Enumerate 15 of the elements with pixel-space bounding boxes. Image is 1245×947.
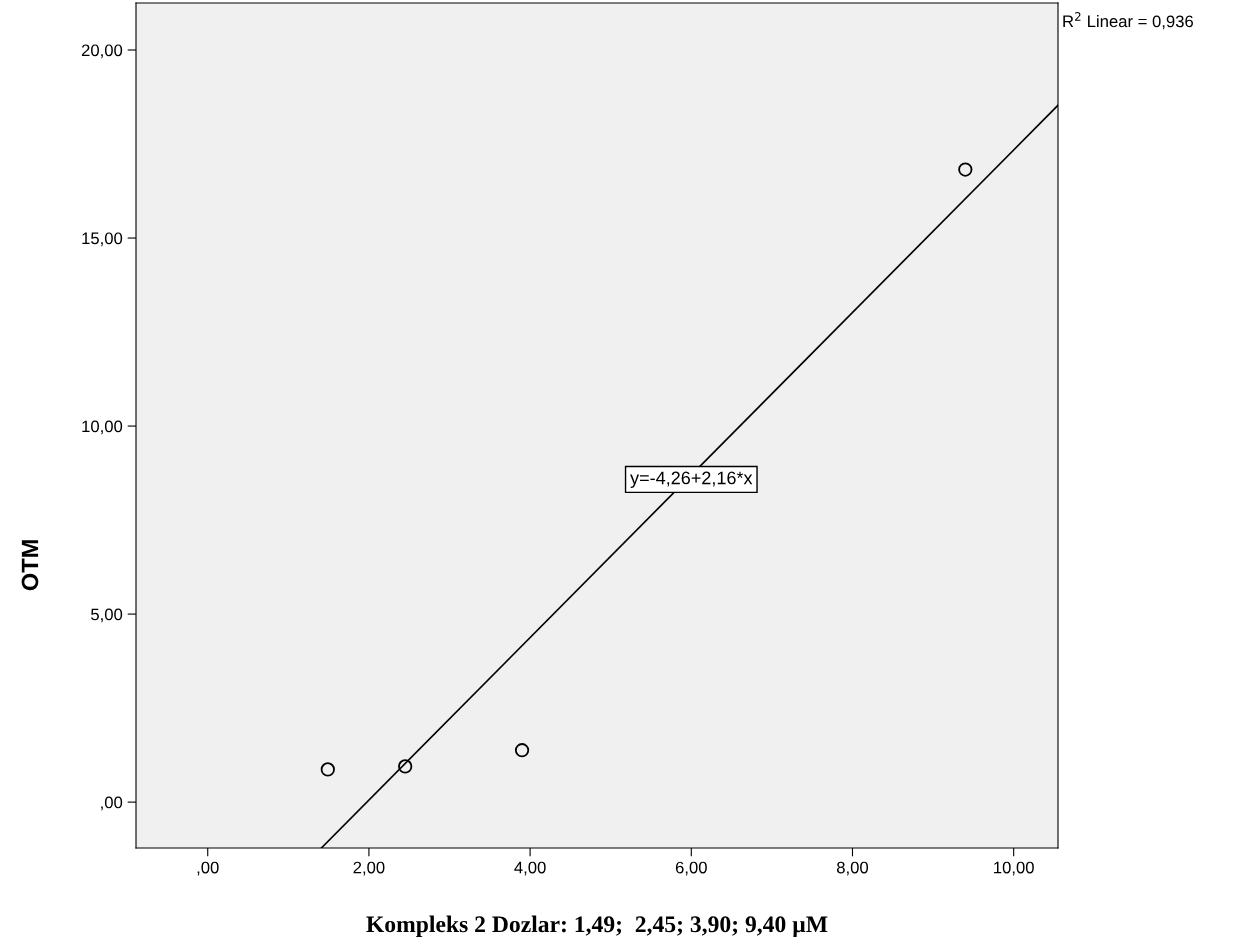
annotation: y=-4,26+2,16*x — [630, 471, 753, 488]
y-axis-title: OTM — [21, 540, 39, 591]
x-axis-title: Kompleks 2 Dozlar: 1,49; 2,45; 3,90; 9,40 µM — [366, 915, 828, 938]
x-tick-label: 4,00 — [514, 861, 546, 876]
x-tick-label: 8,00 — [836, 861, 869, 876]
y-tick-label: 10,00 — [82, 420, 123, 435]
text: R$^{2}$ Linear = 0,936 — [1063, 12, 1193, 30]
x-tick-label: 10,00 — [994, 861, 1034, 876]
x-tick-label: 2,00 — [353, 861, 385, 876]
y-tick-label: ,00 — [101, 796, 123, 811]
y-tick-label: 20,00 — [81, 44, 123, 59]
x-tick-label: 6,00 — [675, 861, 707, 876]
x-tick-label: ,00 — [197, 861, 219, 876]
y-tick-label: 15,00 — [82, 232, 123, 247]
y-tick-label: 5,00 — [91, 608, 123, 623]
